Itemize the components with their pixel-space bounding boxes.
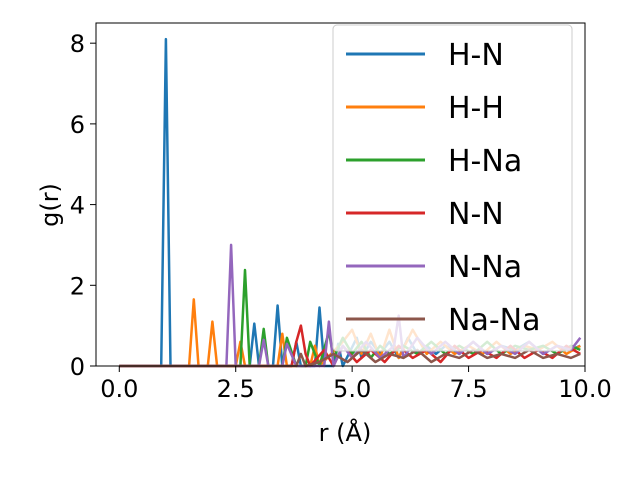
x-tick-label: 5.0 xyxy=(333,375,371,403)
y-axis-ticks: 0 2 4 6 8 xyxy=(70,30,96,381)
x-axis-label: r (Å) xyxy=(319,418,372,447)
legend-label-n-na: N-Na xyxy=(448,250,522,285)
axes-frame xyxy=(95,22,586,367)
y-axis-label: g(r) xyxy=(36,183,64,227)
x-tick-label: 0.0 xyxy=(100,375,138,403)
x-tick-label: 2.5 xyxy=(217,375,255,403)
legend-label-n-n: N-N xyxy=(448,197,504,232)
legend-label-h-na: H-Na xyxy=(448,144,522,179)
x-axis-ticks: 0.0 2.5 5.0 7.5 10.0 xyxy=(100,366,612,403)
series-line-n-n xyxy=(119,324,581,368)
y-tick-label: 0 xyxy=(70,353,85,381)
y-tick-label: 2 xyxy=(70,272,85,300)
legend-label-h-n: H-N xyxy=(448,38,504,73)
legend-label-h-h: H-H xyxy=(448,91,504,126)
x-tick-label: 10.0 xyxy=(558,375,611,403)
y-tick-label: 6 xyxy=(70,111,85,139)
y-tick-label: 4 xyxy=(70,192,85,220)
legend: H-N H-H H-Na N-N N-Na Na-Na xyxy=(332,24,573,352)
legend-label-na-na: Na-Na xyxy=(448,303,540,338)
y-tick-label: 8 xyxy=(70,30,85,58)
x-tick-label: 7.5 xyxy=(449,375,487,403)
